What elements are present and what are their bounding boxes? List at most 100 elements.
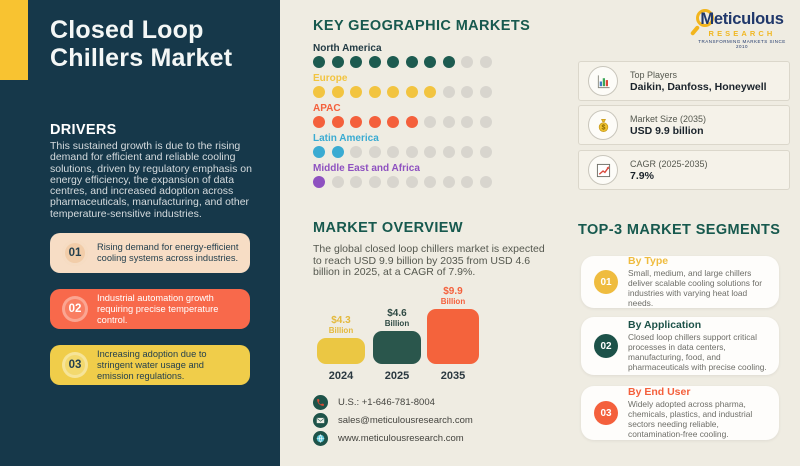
rating-dot <box>479 56 492 68</box>
driver-card-3: 03 Increasing adoption due to stringent … <box>50 345 250 385</box>
geo-regions: North America Europe APAC Latin America Midd… <box>313 42 513 192</box>
region-dot-row <box>313 56 513 68</box>
bar-value-label: $9.9 Billion <box>440 286 466 306</box>
rating-dot <box>313 176 325 188</box>
stat-label: Market Size (2035) <box>630 113 707 124</box>
rating-dot <box>405 116 418 128</box>
globe-icon <box>313 431 328 446</box>
logo-name: Meticulous <box>700 10 784 28</box>
segment-number-badge: 02 <box>594 334 618 358</box>
rating-dot <box>350 176 362 188</box>
driver-card-text: Industrial automation growth requiring p… <box>97 292 219 325</box>
rating-dot <box>387 176 399 188</box>
rating-dot <box>424 116 436 128</box>
rating-dot <box>368 176 381 188</box>
rating-dot <box>442 176 455 188</box>
segment-card-by-end-user: 03 By End User Widely adopted across pha… <box>581 386 779 440</box>
contact-website[interactable]: www.meticulousresearch.com <box>313 431 473 446</box>
logo-tagline: TRANSFORMING MARKETS SINCE 2010 <box>698 39 786 49</box>
geo-markets-heading: KEY GEOGRAPHIC MARKETS <box>313 18 531 34</box>
bar-group: $4.6 Billion 2025 <box>373 282 421 382</box>
region-label: Europe <box>313 73 348 84</box>
market-segments-heading: TOP-3 MARKET SEGMENTS <box>578 222 781 238</box>
rating-dot <box>442 86 455 98</box>
contact-list: U.S.: +1-646-781-8004 sales@meticulousre… <box>313 395 473 446</box>
segment-text: Closed loop chillers support critical pr… <box>628 332 767 372</box>
segment-number-badge: 01 <box>594 270 618 294</box>
stat-label: CAGR (2025-2035) <box>630 158 708 169</box>
rating-dot <box>387 86 399 98</box>
magnifier-icon <box>696 9 715 27</box>
rating-dot <box>442 56 455 68</box>
segment-title: By End User <box>628 386 691 399</box>
rating-dot <box>405 86 418 98</box>
bar <box>427 309 479 364</box>
rating-dot <box>313 116 325 128</box>
rating-dot <box>368 56 381 68</box>
driver-card-text: Rising demand for energy-efficient cooli… <box>97 242 239 263</box>
rating-dot <box>350 146 362 158</box>
meticulous-research-logo[interactable]: Meticulous RESEARCH TRANSFORMING MARKETS… <box>692 9 792 49</box>
market-overview-paragraph: The global closed loop chillers market i… <box>313 243 545 278</box>
rating-dot <box>461 176 473 188</box>
phone-icon <box>313 395 328 410</box>
segment-text: Small, medium, and large chillers delive… <box>628 268 763 308</box>
contact-phone[interactable]: U.S.: +1-646-781-8004 <box>313 395 473 410</box>
bar <box>317 338 365 364</box>
rating-dot <box>461 116 473 128</box>
bar-chart: $4.3 Billion 2024 $4.6 Billion 2025 $9.9 Billio… <box>313 282 493 382</box>
driver-card-2: 02 Industrial automation growth requirin… <box>50 289 250 329</box>
region-label: North America <box>313 43 382 54</box>
driver-number-badge: 02 <box>62 296 88 322</box>
rating-dot <box>405 176 418 188</box>
logo-subtitle: RESEARCH <box>708 29 776 38</box>
rating-dot <box>461 86 473 98</box>
email-icon <box>313 413 328 428</box>
market-overview-heading: MARKET OVERVIEW <box>313 220 463 236</box>
contact-website-text: www.meticulousresearch.com <box>338 433 464 444</box>
rating-dot <box>387 116 399 128</box>
geo-region: Latin America <box>313 132 513 158</box>
rating-dot <box>461 56 473 68</box>
driver-card-1: 01 Rising demand for energy-efficient co… <box>50 233 250 273</box>
stat-label: Top Players <box>630 69 678 80</box>
bar-group: $9.9 Billion 2035 <box>427 282 479 382</box>
bar-year-label: 2035 <box>440 370 466 382</box>
rating-dot <box>387 146 399 158</box>
geo-region: North America <box>313 42 513 68</box>
bar-chart-icon <box>588 66 618 96</box>
geo-region: Europe <box>313 72 513 98</box>
rating-dot <box>442 116 455 128</box>
bar-year-label: 2025 <box>384 370 410 382</box>
segment-number-badge: 03 <box>594 401 618 425</box>
rating-dot <box>424 176 436 188</box>
stat-value: USD 9.9 billion <box>630 124 704 137</box>
rating-dot <box>405 56 418 68</box>
contact-email[interactable]: sales@meticulousresearch.com <box>313 413 473 428</box>
rating-dot <box>331 116 344 128</box>
svg-text:$: $ <box>601 124 605 131</box>
rating-dot <box>424 56 436 68</box>
rating-dot <box>442 146 455 158</box>
bar-value-label: $4.3 Billion <box>328 315 354 335</box>
rating-dot <box>368 116 381 128</box>
bar <box>373 331 421 364</box>
rating-dot <box>368 86 381 98</box>
bar-group: $4.3 Billion 2024 <box>317 282 365 382</box>
rating-dot <box>424 146 436 158</box>
driver-card-text: Increasing adoption due to stringent wat… <box>97 348 207 381</box>
rating-dot <box>331 176 344 188</box>
rating-dot <box>313 146 325 158</box>
rating-dot <box>350 116 362 128</box>
page-title: Closed Loop Chillers Market <box>50 16 233 72</box>
rating-dot <box>479 116 492 128</box>
rating-dot <box>461 146 473 158</box>
stat-value: Daikin, Danfoss, Honeywell <box>630 80 767 93</box>
rating-dot <box>350 56 362 68</box>
driver-number-badge: 03 <box>62 352 88 378</box>
segment-title: By Application <box>628 319 702 332</box>
yellow-accent-tab <box>0 0 28 80</box>
rating-dot <box>331 86 344 98</box>
rating-dot <box>313 86 325 98</box>
stat-card-market-size: $ Market Size (2035) USD 9.9 billion <box>578 105 790 145</box>
